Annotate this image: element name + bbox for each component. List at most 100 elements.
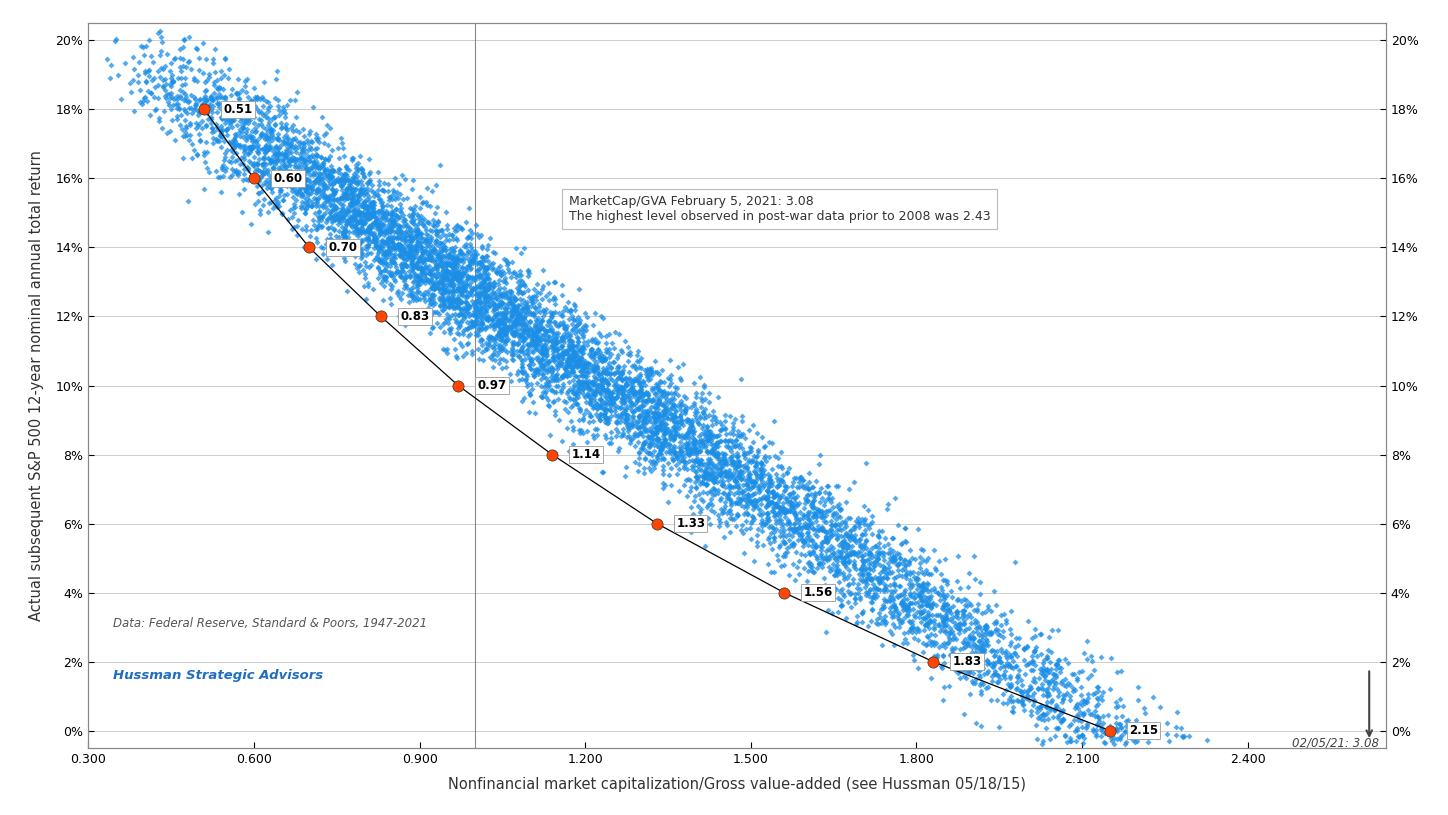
Point	[652, 476, 675, 489]
Point	[834, 541, 857, 554]
Point	[332, 228, 355, 241]
Point	[691, 405, 714, 418]
Point	[520, 329, 543, 342]
Point	[934, 625, 957, 638]
Point	[375, 224, 398, 237]
Point	[424, 227, 447, 240]
Point	[408, 267, 432, 280]
Point	[432, 281, 455, 294]
Point	[366, 188, 390, 201]
Point	[443, 270, 466, 283]
Point	[1024, 630, 1047, 643]
Point	[292, 143, 316, 156]
Point	[287, 160, 310, 173]
Point	[526, 363, 549, 377]
Point	[933, 614, 956, 627]
Point	[544, 343, 568, 356]
Point	[219, 118, 242, 131]
Point	[401, 258, 424, 271]
Point	[526, 338, 549, 351]
Point	[799, 533, 822, 546]
Point	[432, 299, 455, 312]
Point	[502, 326, 526, 339]
Point	[333, 221, 356, 234]
Point	[559, 341, 582, 355]
Point	[899, 544, 922, 557]
Point	[717, 434, 740, 447]
Point	[508, 310, 531, 323]
Point	[392, 231, 416, 244]
Point	[976, 654, 999, 667]
Point	[572, 340, 595, 353]
Point	[614, 335, 637, 348]
Point	[295, 192, 319, 205]
Point	[404, 225, 427, 238]
Point	[783, 516, 807, 529]
Point	[898, 597, 921, 610]
Point	[662, 431, 685, 444]
Point	[828, 566, 851, 579]
Point	[469, 228, 492, 241]
Point	[586, 363, 610, 376]
Point	[317, 174, 340, 187]
Point	[889, 616, 912, 629]
Point	[487, 289, 510, 302]
Point	[831, 541, 854, 554]
Point	[734, 478, 757, 491]
Point	[468, 300, 491, 313]
Point	[394, 245, 417, 258]
Point	[586, 368, 610, 381]
Point	[517, 342, 540, 355]
Point	[833, 522, 856, 535]
Point	[410, 227, 433, 240]
Point	[193, 103, 216, 116]
Point	[571, 412, 594, 425]
Point	[976, 681, 999, 694]
Point	[969, 678, 992, 691]
Point	[505, 338, 529, 351]
Point	[159, 79, 182, 92]
Point	[591, 366, 614, 379]
Point	[337, 163, 361, 176]
Point	[718, 492, 741, 505]
Point	[550, 434, 573, 447]
Point	[521, 307, 544, 320]
Point	[262, 149, 285, 162]
Point	[391, 260, 414, 273]
Point	[307, 200, 330, 213]
Point	[597, 350, 620, 363]
Point	[854, 547, 877, 560]
Point	[1102, 737, 1125, 750]
Point	[977, 657, 1001, 670]
Point	[643, 407, 666, 420]
Point	[691, 406, 714, 419]
Point	[905, 606, 928, 619]
Point	[712, 502, 736, 515]
Point	[591, 372, 614, 385]
Point	[468, 267, 491, 280]
Point	[240, 104, 264, 117]
Point	[673, 404, 696, 417]
Point	[723, 412, 746, 425]
Point	[834, 545, 857, 558]
Point	[256, 205, 279, 218]
Point	[1115, 720, 1138, 733]
Point	[269, 179, 292, 192]
Point	[734, 499, 757, 512]
Point	[517, 338, 540, 351]
Point	[531, 390, 555, 403]
Point	[164, 51, 187, 64]
Point	[485, 328, 508, 341]
Point	[815, 535, 838, 548]
Point	[237, 145, 261, 158]
Point	[272, 135, 295, 148]
Point	[504, 271, 527, 284]
Point	[132, 49, 155, 62]
Point	[611, 391, 634, 404]
Point	[345, 189, 368, 202]
Point	[436, 289, 459, 302]
Point	[348, 225, 371, 238]
Point	[576, 436, 599, 449]
Point	[597, 387, 620, 400]
Point	[970, 655, 993, 668]
